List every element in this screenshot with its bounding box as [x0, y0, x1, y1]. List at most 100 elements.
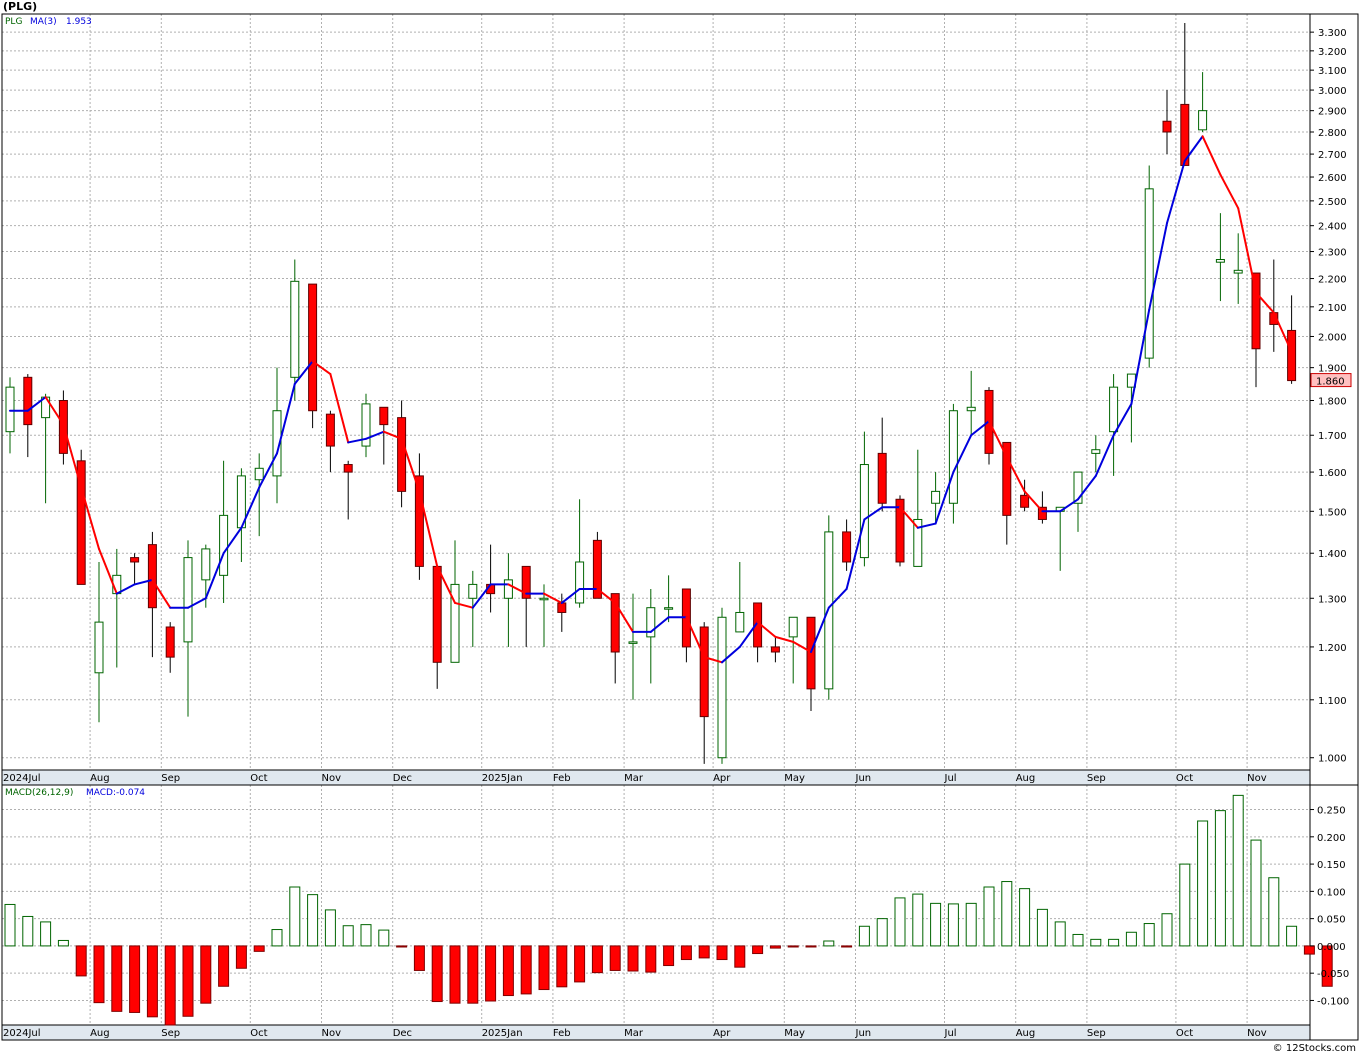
ma3-segment	[98, 547, 118, 595]
ma3-segment	[792, 640, 812, 654]
ma3-segment	[62, 423, 83, 489]
macd-bar-positive	[1161, 913, 1173, 947]
macd-bar-positive	[4, 903, 16, 947]
candle-down	[1251, 272, 1261, 350]
macd-bar-negative	[556, 945, 568, 988]
price-tick-label: 2.300	[1318, 248, 1347, 259]
candle-up	[503, 579, 513, 599]
ma3-segment	[685, 616, 706, 659]
macd-month-label: Feb	[553, 1028, 571, 1039]
macd-bar-negative	[663, 945, 675, 967]
price-axis-ticks: 1.000 1.100 1.200 1.300 1.400 1.500 1.600 1.700…	[1310, 28, 1347, 765]
macd-bar-positive	[271, 929, 283, 947]
price-legend-ma-value: 1.953	[66, 17, 92, 27]
macd-month-label: Nov	[1247, 1028, 1267, 1039]
month-label: Nov	[322, 773, 342, 784]
ma3-segment	[222, 526, 243, 555]
macd-bar-negative	[769, 945, 781, 949]
ma3-segment	[934, 471, 955, 525]
candle-down	[842, 531, 852, 563]
ma3-segment	[614, 601, 634, 633]
macd-bar-positive	[289, 886, 301, 947]
candle-down	[343, 464, 353, 473]
macd-tick-label: 0.100	[1317, 887, 1346, 898]
ma3-segment	[507, 583, 528, 595]
candle-up	[468, 583, 478, 599]
price-tick-label: 2.900	[1318, 107, 1347, 118]
macd-bar-negative	[93, 945, 105, 1004]
macd-axis-frame	[1309, 784, 1359, 1041]
candle-up	[735, 611, 745, 633]
price-tick-label: 1.100	[1318, 696, 1347, 707]
ma3-segment	[1183, 135, 1204, 162]
ma3-segment	[418, 490, 439, 568]
macd-bar-positive	[1250, 839, 1262, 947]
price-tick-label: 1.200	[1318, 643, 1347, 654]
macd-month-label: Sep	[161, 1028, 180, 1039]
price-tick-label: 2.800	[1318, 128, 1347, 139]
ma3-segment	[1059, 498, 1079, 513]
macd-month-label: Mar	[624, 1028, 644, 1039]
ma3-segment	[721, 645, 741, 664]
macd-bar-positive	[22, 915, 34, 947]
macd-bar-negative	[752, 945, 764, 955]
ma3-segment	[863, 506, 884, 521]
candle-down	[610, 593, 620, 653]
ma3-segment	[26, 396, 47, 412]
price-legend-ma-label: MA(3)	[30, 17, 57, 27]
candle-down	[557, 602, 567, 613]
ma3-segment	[454, 601, 474, 609]
ma3-segment	[1148, 222, 1168, 311]
ma3-segment	[329, 373, 350, 444]
macd-bar-negative	[716, 945, 728, 961]
macd-bar-positive	[1214, 810, 1226, 947]
macd-axis-ticks: -0.100 -0.050 0.000 0.050 0.100 0.150 0.200 0.2…	[1310, 806, 1349, 1007]
macd-tick-label: 0.050	[1317, 915, 1346, 926]
macd-bar-negative	[645, 945, 657, 973]
ma3-segment	[827, 587, 848, 609]
ma3-segment	[1023, 490, 1044, 513]
candle-down	[308, 283, 318, 412]
macd-bar-positive	[965, 902, 977, 947]
ma3-segment	[1166, 159, 1186, 225]
macd-bar-negative	[129, 945, 141, 1013]
ma3-segment	[1005, 456, 1026, 493]
candle-up	[931, 490, 941, 504]
ma3-segment	[543, 592, 563, 604]
ma3-segment	[899, 506, 919, 529]
chart-title: (PLG)	[3, 0, 38, 13]
last-price-badge	[1310, 373, 1352, 388]
footer-credit: © 12Stocks.com	[1272, 1043, 1356, 1054]
macd-bar-positive	[1232, 794, 1244, 947]
ma3-segment	[471, 583, 492, 609]
price-tick-label: 3.200	[1318, 47, 1347, 58]
price-tick-label: 2.500	[1318, 197, 1347, 208]
macd-tick-label: 0.150	[1317, 860, 1346, 871]
candle-up	[859, 464, 869, 559]
candle-up	[646, 607, 656, 638]
macd-bar-positive	[1090, 938, 1102, 947]
ma3-segment	[382, 430, 403, 440]
candle-up	[94, 621, 104, 674]
ma3-segment	[187, 597, 207, 609]
macd-bar-positive	[57, 939, 69, 947]
macd-month-label: Dec	[393, 1028, 412, 1039]
macd-bar-negative	[449, 945, 461, 1004]
candle-up	[913, 518, 923, 567]
ma3-segment	[774, 635, 795, 643]
month-label: 2024Jul	[3, 773, 41, 784]
candle-up	[1144, 188, 1154, 359]
macd-bar-negative	[467, 945, 479, 1004]
candle-down	[397, 417, 407, 492]
price-tick-label: 3.300	[1318, 28, 1347, 39]
macd-month-label: Aug	[1016, 1028, 1036, 1039]
macd-bar-positive	[876, 918, 888, 947]
price-tick-label: 1.000	[1318, 754, 1347, 765]
candle-down	[877, 452, 887, 504]
macd-bar-negative	[609, 945, 621, 971]
ma3-segment	[240, 486, 261, 529]
macd-bar-positive	[1054, 921, 1066, 947]
macd-bar-negative	[538, 945, 550, 991]
macd-bar-negative	[841, 945, 853, 948]
